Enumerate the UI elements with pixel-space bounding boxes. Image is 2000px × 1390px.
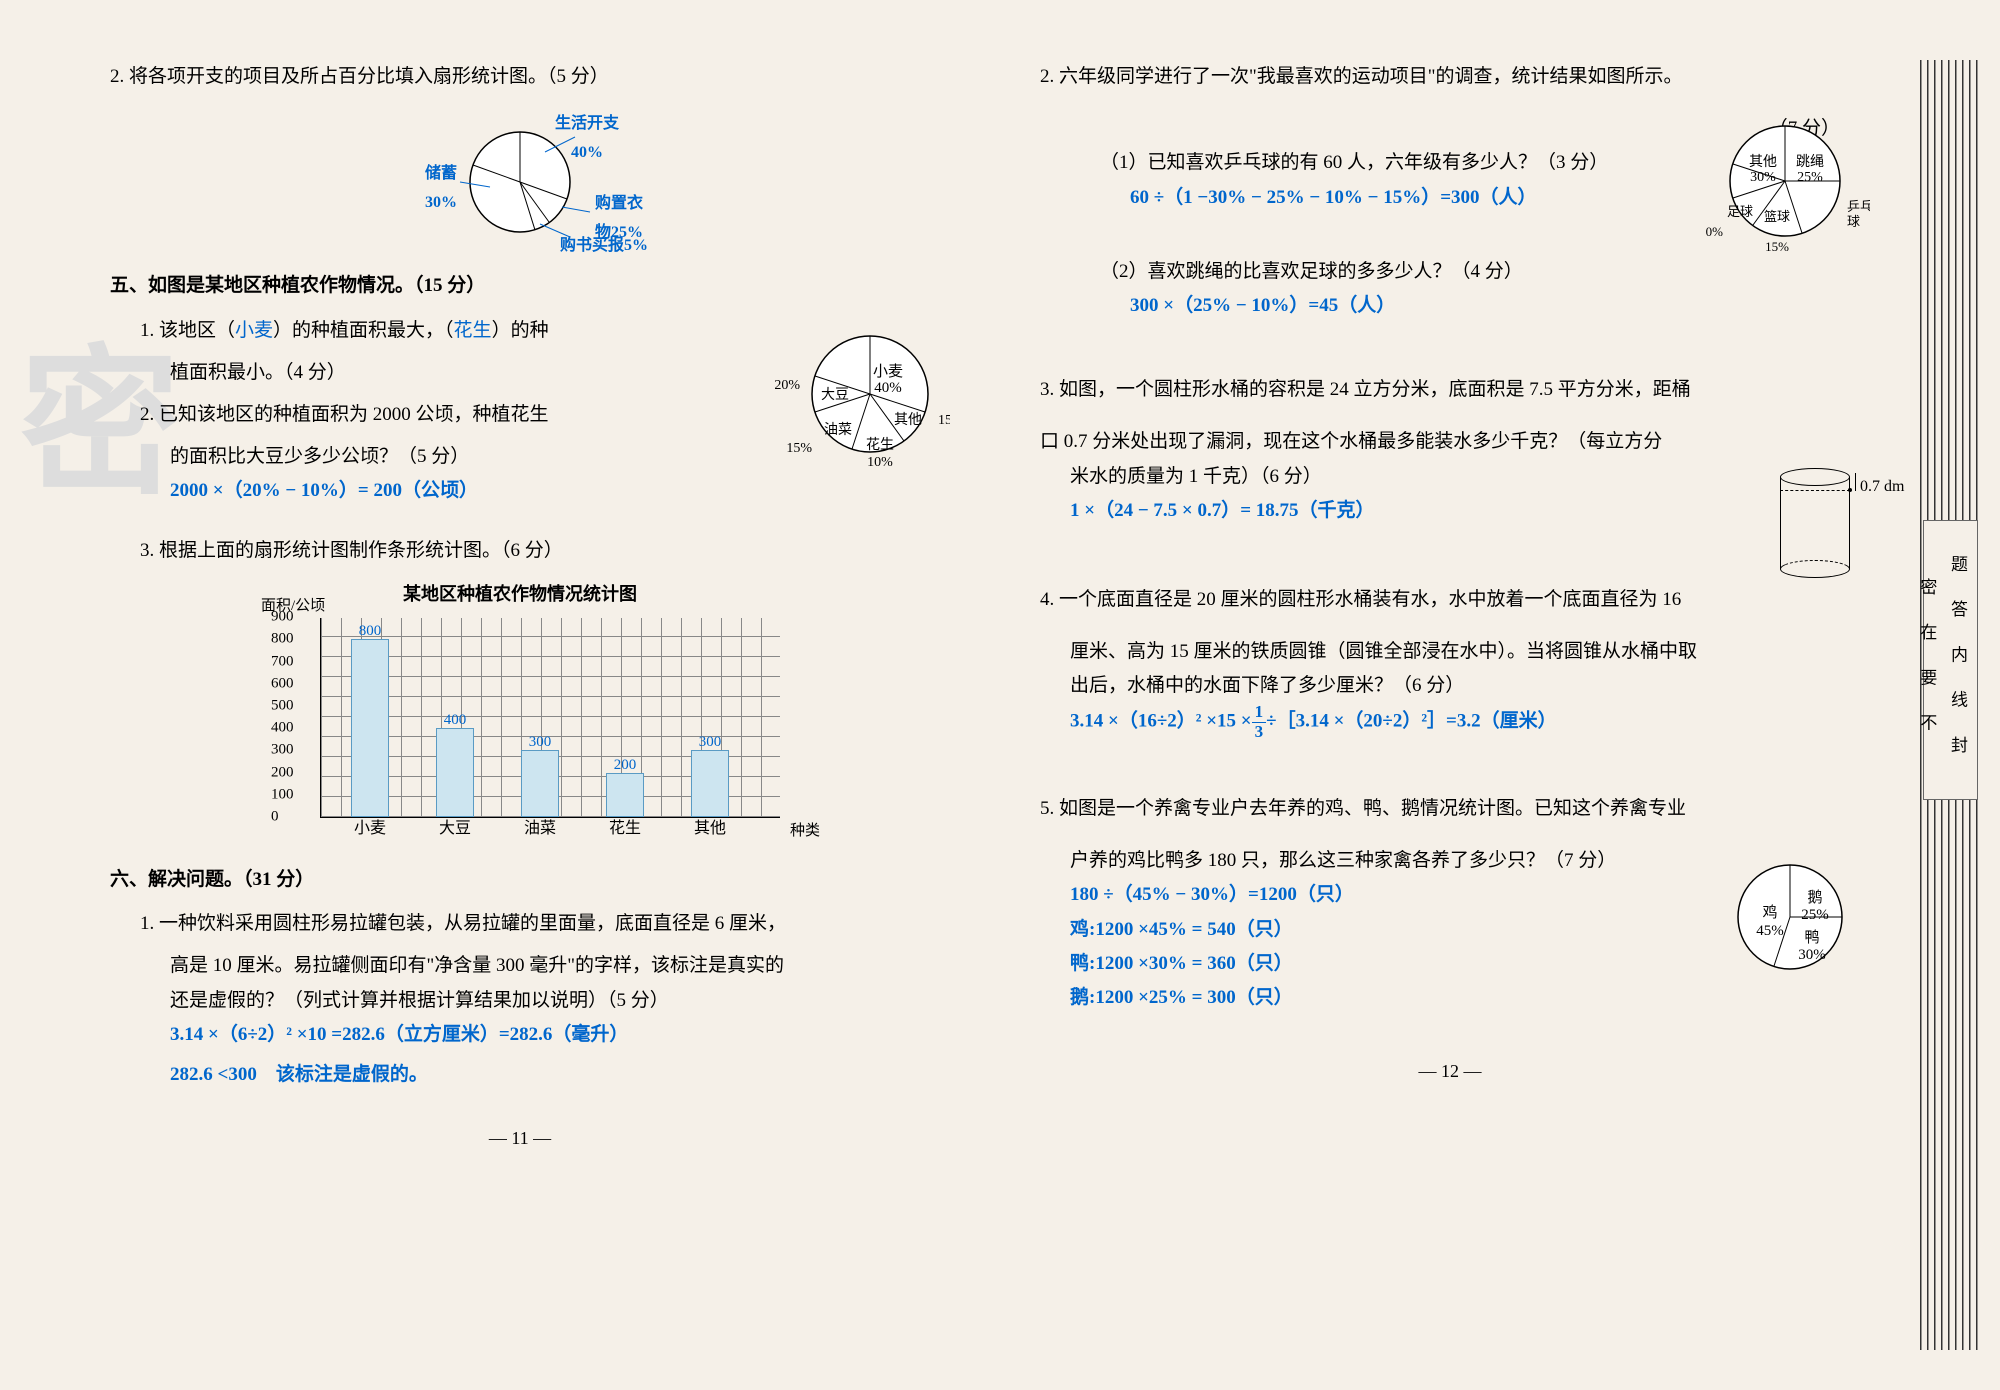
page-number-12: — 12 — — [1040, 1055, 1860, 1087]
svg-text:鸭: 鸭 — [1804, 929, 1819, 946]
poultry-pie-chart: 鸡 45% 鹅 25% 鸭 30% — [1720, 852, 1860, 994]
bar-小麦: 800小麦 — [351, 639, 389, 817]
bar-category: 小麦 — [340, 815, 400, 844]
bar-category: 其他 — [680, 815, 740, 844]
svg-text:足球: 足球 — [1727, 204, 1753, 219]
svg-text:40%: 40% — [874, 380, 902, 396]
r-q4-line2: 厘米、高为 15 厘米的铁质圆锥（圆锥全部浸在水中）。当将圆锥从水桶中取 — [1040, 635, 1860, 669]
bar-油菜: 300油菜 — [521, 750, 559, 817]
bar-花生: 200花生 — [606, 773, 644, 817]
bar-x-title: 种类 — [790, 818, 820, 845]
svg-text:油菜: 油菜 — [824, 422, 852, 438]
r-q4-line1: 4. 一个底面直径是 20 厘米的圆柱形水桶装有水，水中放着一个底面直径为 16 — [1040, 583, 1860, 617]
svg-text:鹅: 鹅 — [1807, 889, 1822, 906]
sport-pie-chart: 其他 30% 跳绳 25% 乒乓 球 篮球 15% 足球 10% — [1705, 111, 1870, 283]
svg-text:25%: 25% — [1797, 170, 1823, 185]
bar-category: 油菜 — [510, 815, 570, 844]
bar-ytick: 900 — [271, 604, 294, 631]
svg-text:15%: 15% — [1765, 239, 1789, 254]
pie1-label-living: 生活开支40% — [555, 110, 619, 168]
expense-pie-chart: 生活开支40% 购置衣物25% 购书买报5% 储蓄30% — [390, 112, 650, 242]
r-q3-line2: 口 0.7 分米处出现了漏洞，现在这个水桶最多能装水多少千克？（每立方分 — [1040, 425, 1860, 459]
r-q2-2-ans: 300 ×（25% − 10%）=45（人） — [1040, 289, 1860, 323]
svg-text:乒乓: 乒乓 — [1847, 199, 1870, 214]
svg-text:篮球: 篮球 — [1764, 209, 1790, 224]
bar-value: 400 — [437, 707, 473, 734]
svg-text:小麦: 小麦 — [873, 363, 903, 380]
r-q5-line1: 5. 如图是一个养禽专业户去年养的鸡、鸭、鹅情况统计图。已知这个养禽专业 — [1040, 792, 1860, 826]
bar-category: 花生 — [595, 815, 655, 844]
cylinder-label: 0.7 dm — [1860, 473, 1904, 502]
bar-value: 200 — [607, 752, 643, 779]
s6-q1-ans2: 282.6 <300 该标注是虚假的。 — [110, 1058, 930, 1092]
s5-q3: 3. 根据上面的扇形统计图制作条形统计图。（6 分） — [110, 534, 930, 568]
svg-text:鸡: 鸡 — [1762, 904, 1777, 921]
svg-text:20%: 20% — [775, 378, 800, 393]
s6-q1-line3: 还是虚假的？（列式计算并根据计算结果加以说明）（5 分） — [110, 984, 930, 1018]
r-q4-ans: 3.14 ×（16÷2）² ×15 ×13÷［3.14 ×（20÷2）²］=3.… — [1040, 703, 1860, 742]
svg-text:15%: 15% — [786, 441, 812, 456]
s6-q1-line1: 1. 一种饮料采用圆柱形易拉罐包装，从易拉罐的里面量，底面直径是 6 厘米， — [110, 907, 930, 941]
page-number-11: — 11 — — [110, 1122, 930, 1154]
svg-text:其他: 其他 — [894, 412, 922, 428]
left-q2: 2. 将各项开支的项目及所占百分比填入扇形统计图。（5 分） — [110, 60, 930, 94]
bar-chart-title: 某地区种植农作物情况统计图 — [260, 578, 780, 610]
cylinder-diagram: 0.7 dm — [1780, 468, 1850, 578]
svg-text:10%: 10% — [1705, 224, 1723, 239]
bar-value: 300 — [522, 729, 558, 756]
s6-q1-line2: 高是 10 厘米。易拉罐侧面印有"净含量 300 毫升"的字样，该标注是真实的 — [110, 949, 930, 983]
s6-q1-ans1: 3.14 ×（6÷2）² ×10 =282.6（立方厘米）=282.6（毫升） — [110, 1018, 930, 1052]
svg-text:球: 球 — [1847, 214, 1860, 229]
bar-category: 大豆 — [425, 815, 485, 844]
bar-value: 300 — [692, 729, 728, 756]
svg-text:花生: 花生 — [866, 437, 894, 453]
r-q4-line3: 出后，水桶中的水面下降了多少厘米？（6 分） — [1040, 669, 1860, 703]
svg-text:30%: 30% — [1798, 947, 1826, 963]
bar-其他: 300其他 — [691, 750, 729, 817]
pie1-label-books: 购书买报5% — [560, 232, 648, 261]
svg-text:15%: 15% — [938, 413, 950, 428]
svg-text:10%: 10% — [867, 455, 893, 470]
crop-pie-chart: 小麦 40% 其他 15% 花生 10% 油菜 15% 大豆 20% — [775, 324, 950, 486]
svg-text:30%: 30% — [1750, 170, 1776, 185]
svg-text:跳绳: 跳绳 — [1796, 154, 1824, 170]
bar-value: 800 — [352, 618, 388, 645]
svg-text:其他: 其他 — [1749, 154, 1777, 170]
svg-text:45%: 45% — [1756, 923, 1784, 939]
section-6-title: 六、解决问题。（31 分） — [110, 863, 930, 897]
pie1-label-saving: 储蓄30% — [425, 160, 457, 218]
svg-text:25%: 25% — [1801, 907, 1829, 923]
crop-bar-chart: 某地区种植农作物情况统计图 面积/公顷 种类 01002003004005006… — [260, 578, 780, 818]
bar-大豆: 400大豆 — [436, 728, 474, 817]
section-5-title: 五、如图是某地区种植农作物情况。（15 分） — [110, 269, 930, 303]
margin-seal-box: 题 答 内 线 封 密 在 要 不 — [1923, 520, 1978, 800]
r-q2: 2. 六年级同学进行了一次"我最喜欢的运动项目"的调查，统计结果如图所示。 — [1040, 60, 1860, 94]
r-q3-ans: 1 ×（24 − 7.5 × 0.7）= 18.75（千克） — [1040, 494, 1860, 528]
r-q3-line3: 米水的质量为 1 千克）（6 分） — [1040, 460, 1860, 494]
page-12: 2. 六年级同学进行了一次"我最喜欢的运动项目"的调查，统计结果如图所示。 （7… — [1010, 40, 1890, 1108]
r-q3-line1: 3. 如图，一个圆柱形水桶的容积是 24 立方分米，底面积是 7.5 平方分米，… — [1040, 373, 1860, 407]
page-11: 2. 将各项开支的项目及所占百分比填入扇形统计图。（5 分） 生活开支40% — [80, 40, 960, 1175]
svg-text:大豆: 大豆 — [821, 387, 849, 403]
